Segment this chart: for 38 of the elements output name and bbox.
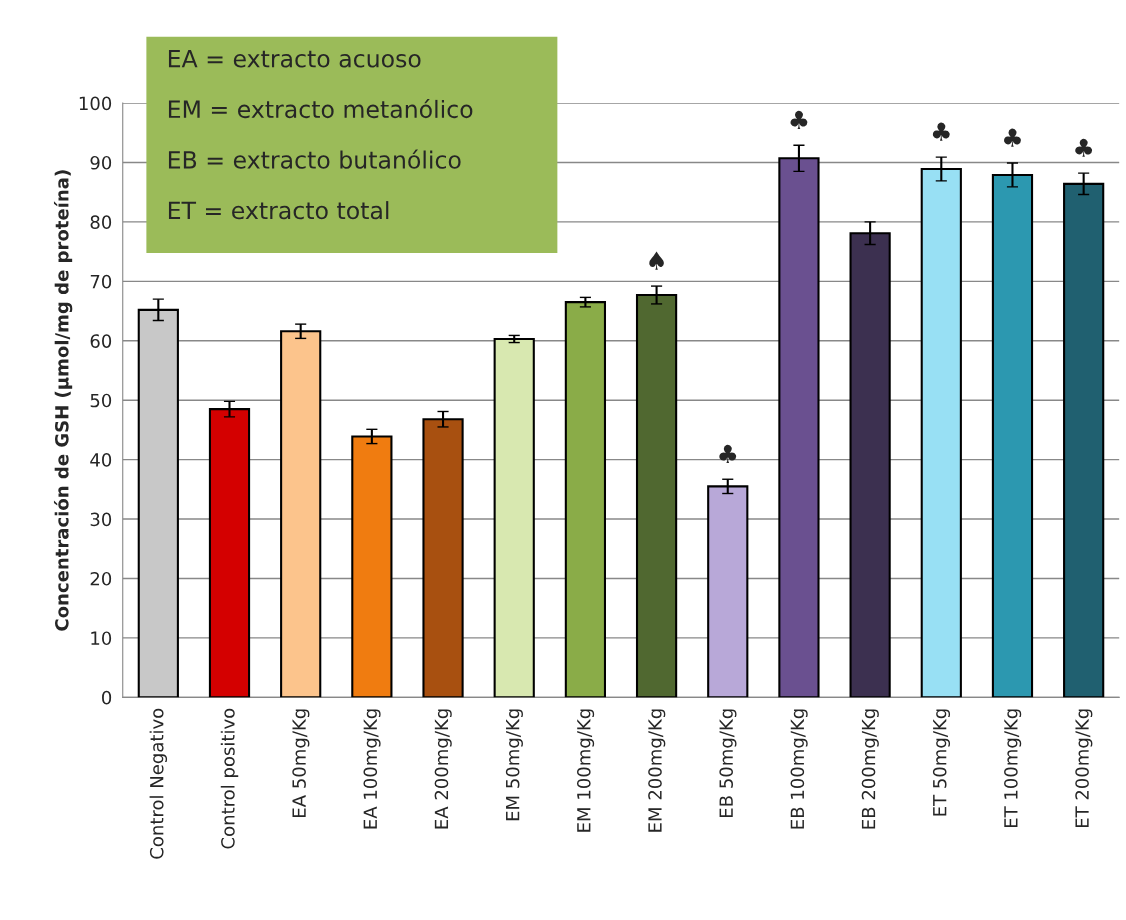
y-tick-label: 10 xyxy=(91,631,112,646)
x-tick-label: EM 50mg/Kg xyxy=(505,709,523,821)
y-tick-label: 90 xyxy=(90,155,112,170)
y-axis-title: Concentración de GSH (µmol/mg de proteína) xyxy=(53,170,73,631)
x-tick-label: EA 100mg/Kg xyxy=(363,709,381,829)
y-tick-label: 20 xyxy=(90,571,112,586)
x-tick-label: ET 200mg/Kg xyxy=(1075,709,1093,828)
y-tick-label: 40 xyxy=(90,453,112,467)
annotation: ET = extracto total xyxy=(168,201,389,220)
x-tick-label: EM 100mg/Kg xyxy=(576,709,595,832)
annotation: ♠ xyxy=(649,251,664,270)
bar xyxy=(493,337,535,698)
annotation: ♣ xyxy=(1004,128,1021,147)
annotation: ♣ xyxy=(719,444,737,463)
bar xyxy=(564,301,607,698)
y-tick-label: 50 xyxy=(90,393,112,408)
x-tick-label: EA 200mg/Kg xyxy=(434,709,452,829)
annotation: EM = extracto metanólico xyxy=(168,98,473,119)
y-tick-label: 0 xyxy=(102,690,112,705)
x-tick-label: ET 100mg/Kg xyxy=(1004,709,1022,828)
x-tick-label: EB 100mg/Kg xyxy=(790,709,808,829)
y-tick-label: 80 xyxy=(90,215,112,230)
x-tick-label: EB 200mg/Kg xyxy=(861,709,879,829)
x-tick-label: EM 200mg/Kg xyxy=(648,709,666,832)
x-tick-label: EB 50mg/Kg xyxy=(719,709,737,817)
y-tick-label: 100 xyxy=(79,96,112,111)
annotation: EB = extracto butanólico xyxy=(168,149,461,169)
x-tick-label: Control positivo xyxy=(220,708,239,849)
text: EA = extracto acuoso xyxy=(168,50,421,68)
x-tick-label: ET 50mg/Kg xyxy=(932,709,951,816)
annotation: ♣ xyxy=(1075,138,1093,157)
y-tick-label: 70 xyxy=(90,274,112,289)
annotation: ♣ xyxy=(790,110,808,129)
x-tick-label: EA 50mg/Kg xyxy=(292,709,310,817)
y-tick-label: 60 xyxy=(90,334,112,348)
annotation: ♣ xyxy=(932,122,950,141)
y-tick-label: 30 xyxy=(90,512,112,527)
x-tick-label: Control Negativo xyxy=(149,708,168,859)
